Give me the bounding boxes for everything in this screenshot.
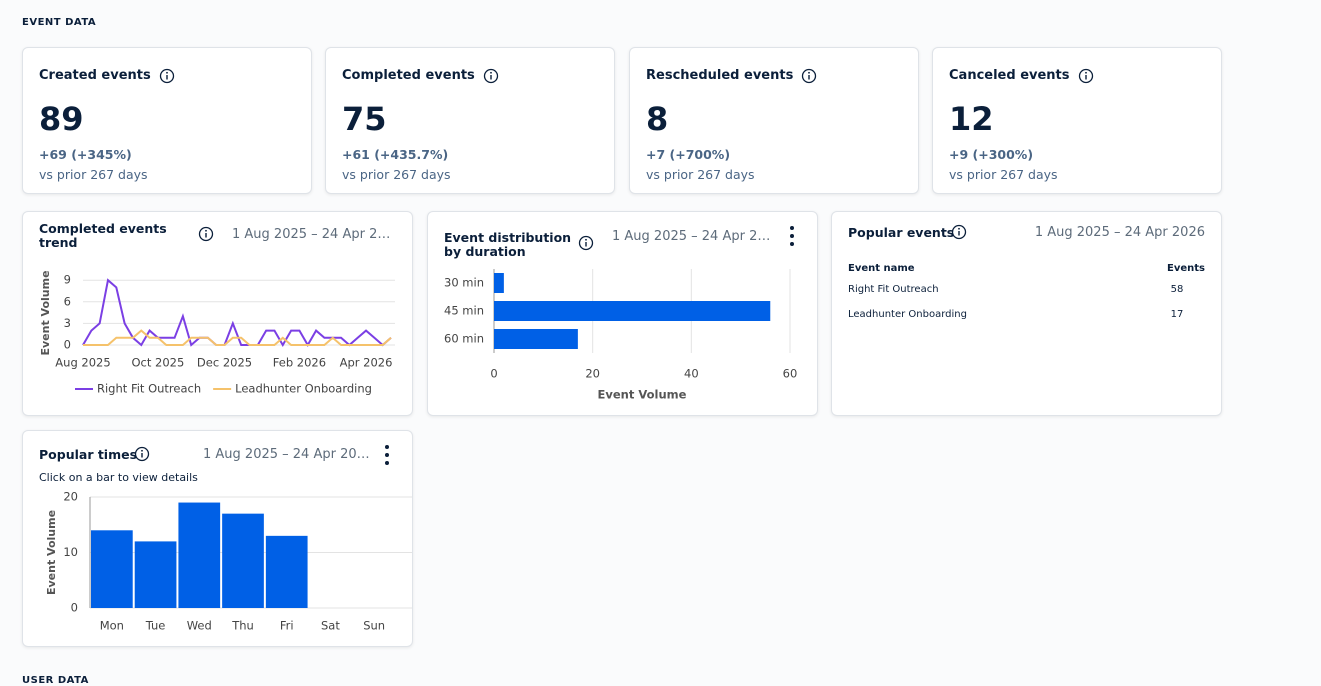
menu-button[interactable]: [786, 224, 798, 248]
date-range: 1 Aug 2025 – 24 Apr 2026: [232, 227, 394, 242]
stat-card: Created events 89 +69 (+345%) vs prior 267 …: [22, 47, 312, 194]
x-tick-label: Oct 2025: [132, 356, 185, 370]
bar[interactable]: [222, 513, 264, 608]
chart-title: Event distribution by duration: [444, 230, 572, 259]
stat-change: +9 (+300%): [949, 147, 1034, 162]
x-tick-label: 20: [585, 367, 600, 381]
stat-value: 8: [646, 100, 669, 138]
chart: 0 20 40 60 Event Volume 30 min 45 min 60 min: [444, 269, 798, 402]
info-icon[interactable]: [134, 446, 150, 462]
bar: [494, 301, 771, 321]
x-tick-label: Sat: [321, 619, 340, 633]
bar[interactable]: [91, 530, 133, 608]
card-title: Popular events: [848, 225, 955, 240]
chart-card: 0 3 6 9 Event Volume Aug 2025 Oct 2025 Dec 2025…: [22, 211, 413, 416]
y-tick-label: 3: [64, 316, 71, 330]
x-tick-label: Fri: [280, 619, 294, 633]
stat-value: 12: [949, 100, 994, 138]
x-axis-label: Event Volume: [598, 388, 687, 402]
x-tick-label: Aug 2025: [55, 356, 110, 370]
info-icon[interactable]: [159, 68, 175, 84]
table-cell: Leadhunter Onboarding: [848, 309, 967, 320]
y-tick-label: 20: [63, 490, 78, 504]
bar: [494, 329, 578, 349]
y-tick-label: 10: [63, 545, 78, 559]
y-tick-label: 9: [64, 273, 71, 287]
stat-card: Rescheduled events 8 +7 (+700%) vs prior 26…: [629, 47, 919, 194]
series-line: [82, 278, 392, 347]
legend-label: Right Fit Outreach: [97, 382, 201, 396]
stat-value: 75: [342, 100, 387, 138]
bar[interactable]: [134, 541, 177, 608]
x-tick-label: Feb 2026: [273, 356, 326, 370]
section-title: USER DATA: [22, 675, 89, 686]
date-range: 1 Aug 2025 – 24 Apr 2026: [612, 229, 778, 244]
chart-title: Popular times: [39, 447, 138, 462]
stat-card: Completed events 75 +61 (+435.7%) vs prior …: [325, 47, 615, 194]
y-axis-label: Event Volume: [39, 270, 52, 355]
stat-change: +61 (+435.7%): [342, 147, 449, 162]
column-header: Events: [1167, 263, 1205, 274]
info-icon[interactable]: [578, 235, 594, 251]
chart-title: Completed events trend: [39, 221, 167, 250]
x-tick-label: Apr 2026: [340, 356, 393, 370]
y-axis-label: Event Volume: [45, 510, 58, 595]
date-range: 1 Aug 2025 – 24 Apr 2026: [1034, 225, 1205, 240]
date-range: 1 Aug 2025 – 24 Apr 2026: [203, 447, 373, 462]
info-icon[interactable]: [198, 226, 214, 242]
bar[interactable]: [178, 502, 221, 608]
stat-period: vs prior 267 days: [342, 167, 451, 182]
y-tick-label: 30 min: [444, 276, 484, 290]
stat-change: +69 (+345%): [39, 147, 132, 162]
stat-title: Completed events: [342, 68, 475, 83]
x-tick-label: 60: [783, 367, 798, 381]
info-icon[interactable]: [483, 68, 499, 84]
table-card: Popular events 1 Aug 2025 – 24 Apr 2026 …: [831, 211, 1222, 416]
stat-period: vs prior 267 days: [39, 167, 148, 182]
table-cell: 58: [1170, 284, 1184, 295]
y-tick-label: 0: [71, 601, 78, 615]
chart-card: 0 20 40 60 Event Volume 30 min 45 min 60 min Ev…: [427, 211, 818, 416]
bar[interactable]: [265, 535, 308, 608]
info-icon[interactable]: [951, 224, 967, 240]
x-tick-label: Mon: [100, 619, 124, 633]
bar: [494, 273, 504, 293]
legend-label: Leadhunter Onboarding: [235, 382, 372, 396]
y-tick-label: 6: [64, 294, 71, 308]
x-tick-label: Wed: [187, 619, 212, 633]
table-cell: Right Fit Outreach: [848, 284, 939, 295]
stat-card: Canceled events 12 +9 (+300%) vs prior 267 …: [932, 47, 1222, 194]
x-tick-label: Dec 2025: [197, 356, 252, 370]
chart: 0 10 20 Event Volume Mon Tue Wed Thu Fri Sat Sun: [45, 490, 412, 633]
x-tick-label: 40: [684, 367, 699, 381]
stat-value: 89: [39, 100, 84, 138]
y-tick-label: 60 min: [444, 332, 484, 346]
stat-change: +7 (+700%): [646, 147, 731, 162]
x-tick-label: 0: [490, 367, 497, 381]
x-tick-label: Sun: [363, 619, 385, 633]
series-line: [83, 329, 392, 346]
y-tick-label: 45 min: [444, 304, 484, 318]
stat-title: Canceled events: [949, 68, 1070, 83]
x-tick-label: Tue: [145, 619, 166, 633]
chart-card: 0 10 20 Event Volume Mon Tue Wed Thu Fri Sat Sun P…: [22, 430, 413, 647]
menu-button[interactable]: [381, 443, 393, 467]
chart-subtitle: Click on a bar to view details: [39, 471, 198, 484]
table-cell: 17: [1170, 309, 1184, 320]
stat-period: vs prior 267 days: [646, 167, 755, 182]
info-icon[interactable]: [1078, 68, 1094, 84]
column-header: Event name: [848, 263, 915, 274]
section-title: EVENT DATA: [22, 17, 97, 28]
info-icon[interactable]: [801, 68, 817, 84]
stat-period: vs prior 267 days: [949, 167, 1058, 182]
stat-title: Created events: [39, 68, 151, 83]
stat-title: Rescheduled events: [646, 68, 794, 83]
y-tick-label: 0: [64, 338, 71, 352]
x-tick-label: Thu: [231, 619, 254, 633]
